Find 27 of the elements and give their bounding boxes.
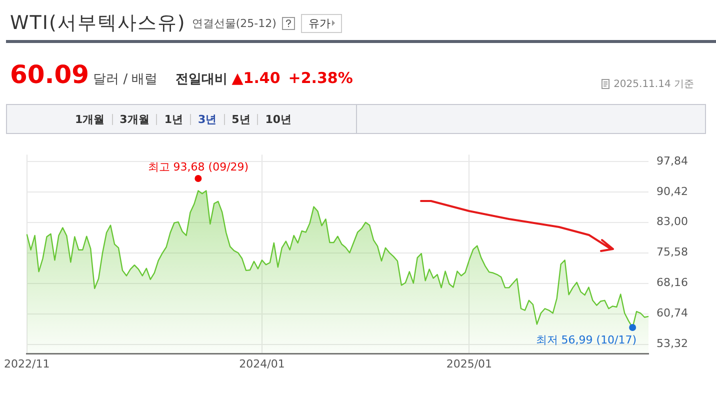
text: 10년	[265, 112, 292, 126]
y-tick-label: 53,32	[656, 337, 688, 350]
y-tick-label: 90,42	[656, 184, 688, 198]
text: 3년	[198, 112, 217, 126]
text: 1개월	[75, 112, 105, 126]
y-tick-label: 68,16	[656, 276, 688, 290]
y-tick-label: 83,00	[656, 215, 688, 228]
text: 1년	[164, 112, 183, 126]
text: 5년	[232, 112, 250, 126]
x-tick-label: 2024/01	[239, 357, 285, 370]
text: 60.09	[10, 60, 90, 89]
y-tick-label: 97,84	[656, 154, 688, 168]
text: 2025.11.14 기준	[612, 78, 694, 91]
x-tick-label: 2022/11	[4, 357, 50, 370]
text: +2.38%	[288, 69, 353, 87]
y-tick-label: 75,58	[656, 246, 688, 259]
text: 3개월	[120, 112, 150, 126]
annotation: 최저 56,99 (10/17)	[536, 333, 637, 346]
text: 달러 / 배럴	[93, 71, 158, 88]
y-tick-label: 60,74	[656, 306, 688, 320]
chart-subtitle: 연결선물(25-12)	[192, 16, 276, 30]
annotation: 최고 93,68 (09/29)	[148, 160, 249, 174]
text: 전일대비	[176, 71, 228, 88]
chart-title: WTI(서부텍사스유)	[10, 11, 186, 36]
x-tick-label: 2025/01	[446, 357, 492, 370]
text: 유가	[301, 14, 342, 32]
text: ▲1.40	[232, 69, 280, 87]
